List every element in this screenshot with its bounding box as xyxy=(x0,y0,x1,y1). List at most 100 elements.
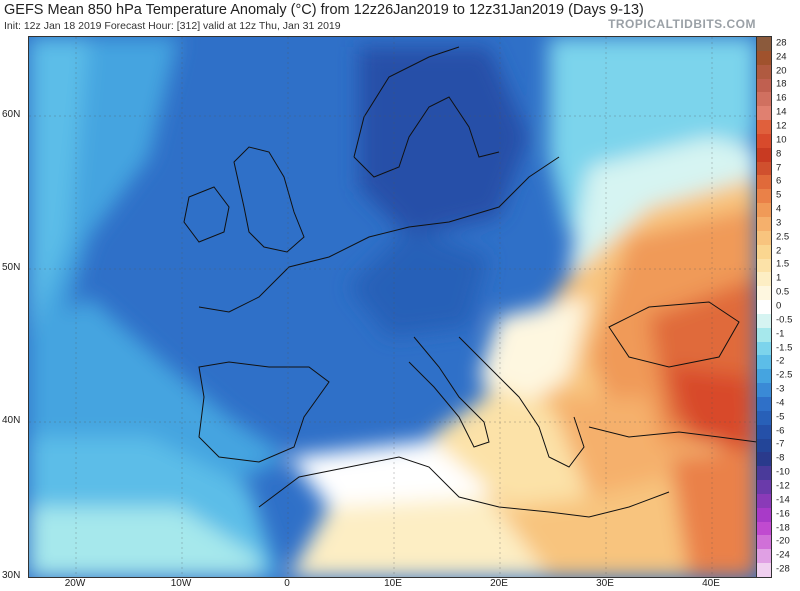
colorbar-tick-label: 1.5 xyxy=(776,258,790,270)
colorbar-tick-label: 1 xyxy=(776,272,782,284)
colorbar-tick-label: 20 xyxy=(776,65,787,77)
colorbar-tick-label: 28 xyxy=(776,37,787,49)
lat-label-50n: 50N xyxy=(2,262,21,273)
anomaly-map xyxy=(28,36,758,578)
colorbar-tick-label: -18 xyxy=(776,522,790,534)
lon-label-20w: 20W xyxy=(64,578,86,589)
colorbar-segment xyxy=(757,286,771,301)
anomaly-region-far-west xyxy=(29,37,89,337)
colorbar-segment xyxy=(757,64,771,80)
map-canvas xyxy=(29,37,757,577)
colorbar-segment xyxy=(757,355,771,370)
coastlines xyxy=(183,46,757,518)
colorbar-segment xyxy=(757,203,771,218)
colorbar-segment xyxy=(757,563,771,578)
colorbar-segment xyxy=(757,535,771,550)
coastline-black-sea xyxy=(608,301,740,368)
lat-label-60n: 60N xyxy=(2,109,21,120)
colorbar-tick-label: 0.5 xyxy=(776,286,790,298)
colorbar-segment xyxy=(757,78,771,93)
colorbar-segment xyxy=(757,369,771,384)
colorbar-segment xyxy=(757,313,771,329)
colorbar-segment xyxy=(757,397,771,412)
colorbar-segment xyxy=(757,147,771,163)
colorbar-segment xyxy=(757,120,771,135)
colorbar-tick-label: 18 xyxy=(776,78,787,90)
colorbar-segment xyxy=(757,383,771,398)
colorbar-segment xyxy=(757,133,771,149)
colorbar-tick-label: -20 xyxy=(776,535,790,547)
colorbar-segment xyxy=(757,106,771,121)
lon-label-20e: 20E xyxy=(490,578,508,589)
lon-label-40e: 40E xyxy=(702,578,720,589)
colorbar-tick-label: -14 xyxy=(776,494,790,506)
colorbar xyxy=(756,36,772,578)
colorbar-tick-label: -24 xyxy=(776,549,790,561)
map-subtitle: Init: 12z Jan 18 2019 Forecast Hour: [31… xyxy=(4,20,341,32)
colorbar-tick-label: 12 xyxy=(776,120,787,132)
anomaly-region-armenia xyxy=(669,367,757,457)
colorbar-tick-label: -28 xyxy=(776,563,790,575)
graticule xyxy=(29,37,757,577)
colorbar-tick-label: 16 xyxy=(776,92,787,104)
colorbar-segment xyxy=(757,230,771,246)
colorbar-segment xyxy=(757,244,771,260)
colorbar-tick-label: 8 xyxy=(776,148,782,160)
brand-watermark: TROPICALTIDBITS.COM xyxy=(608,17,756,31)
colorbar-segment xyxy=(757,50,771,66)
lon-label-10e: 10E xyxy=(384,578,402,589)
colorbar-segment xyxy=(757,92,771,107)
colorbar-tick-label: 14 xyxy=(776,106,787,118)
anomaly-region-scandinavia-core xyxy=(359,47,529,237)
lon-label-30e: 30E xyxy=(596,578,614,589)
lon-label-10w: 10W xyxy=(170,578,192,589)
coastline-north-africa xyxy=(258,456,670,518)
colorbar-tick-label: -1.5 xyxy=(776,342,793,354)
coastline-iberia xyxy=(198,361,330,463)
colorbar-tick-label: 10 xyxy=(776,134,787,146)
colorbar-tick-label: -12 xyxy=(776,480,790,492)
coastline-great-britain xyxy=(233,146,305,253)
colorbar-segment xyxy=(757,410,771,426)
colorbar-segment xyxy=(757,272,771,287)
colorbar-segment xyxy=(757,327,771,343)
lat-label-40n: 40N xyxy=(2,415,21,426)
coastline-scandinavia xyxy=(353,46,500,178)
anomaly-region-balkans xyxy=(479,297,589,417)
colorbar-tick-label: -4 xyxy=(776,397,785,409)
colorbar-segment xyxy=(757,189,771,204)
colorbar-tick-label: 2.5 xyxy=(776,231,790,243)
colorbar-tick-label: 2 xyxy=(776,245,782,257)
anomaly-region-north-africa xyxy=(289,497,549,577)
colorbar-tick-label: 24 xyxy=(776,51,787,63)
anomaly-region-central-mediterranean xyxy=(429,387,589,507)
colorbar-segment xyxy=(757,217,771,232)
colorbar-tick-label: 0 xyxy=(776,300,782,312)
map-title: GEFS Mean 850 hPa Temperature Anomaly (°… xyxy=(4,2,644,18)
coastline-balkans xyxy=(458,336,585,468)
colorbar-segment xyxy=(757,175,771,190)
lat-label-30n: 30N xyxy=(2,570,21,581)
colorbar-tick-label: -8 xyxy=(776,452,785,464)
colorbar-segment xyxy=(757,37,771,52)
colorbar-segment xyxy=(757,300,771,315)
colorbar-tick-label: -16 xyxy=(776,508,790,520)
anomaly-region-central-europe xyxy=(349,227,489,337)
colorbar-tick-label: 5 xyxy=(776,189,782,201)
colorbar-tick-label: -0.5 xyxy=(776,314,793,326)
anomaly-region-middle-east xyxy=(669,447,757,577)
colorbar-tick-label: 6 xyxy=(776,175,782,187)
colorbar-segment xyxy=(757,424,771,440)
colorbar-segment xyxy=(757,480,771,495)
colorbar-segment xyxy=(757,507,771,523)
coastline-italy xyxy=(408,336,490,448)
colorbar-tick-label: 7 xyxy=(776,162,782,174)
colorbar-segment xyxy=(757,493,771,509)
colorbar-tick-label: -5 xyxy=(776,411,785,423)
anomaly-region-canary xyxy=(29,507,259,577)
colorbar-segment xyxy=(757,341,771,356)
colorbar-tick-label: -1 xyxy=(776,328,785,340)
colorbar-tick-label: -3 xyxy=(776,383,785,395)
coastline-north-europe xyxy=(198,156,560,313)
colorbar-tick-label: -2 xyxy=(776,355,785,367)
